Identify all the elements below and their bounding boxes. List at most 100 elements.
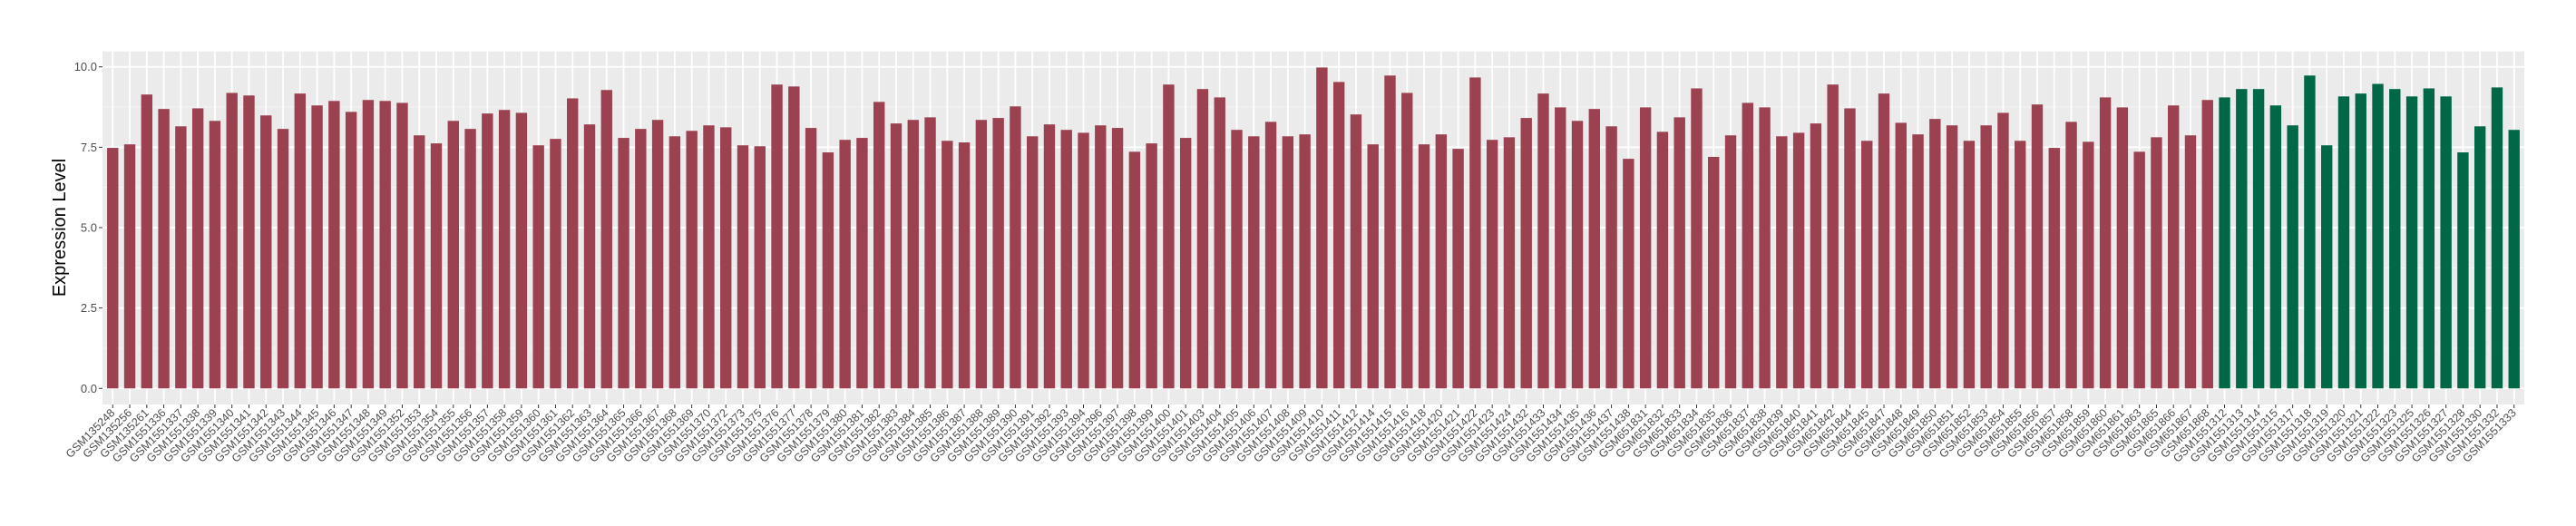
bar (414, 135, 425, 389)
y-tick-label: 5.0 (81, 220, 97, 234)
bar (379, 101, 391, 389)
bar (1980, 125, 1992, 389)
bar (1895, 122, 1907, 389)
x-axis: GSM135248GSM135256GSM135261GSM1551336GSM… (63, 404, 2519, 465)
bar (1537, 93, 1549, 389)
bar (1759, 107, 1771, 389)
y-tick-label: 7.5 (81, 141, 97, 154)
bar (992, 118, 1004, 389)
bar (822, 152, 834, 389)
bar (2491, 87, 2503, 389)
bar (856, 138, 868, 389)
bar (1060, 130, 1072, 389)
bar (2389, 89, 2401, 389)
bar (532, 145, 544, 389)
bar (1946, 125, 1958, 389)
bar (737, 145, 749, 389)
bar (226, 93, 238, 389)
bar (2201, 100, 2213, 389)
bar (362, 100, 375, 389)
bar (1810, 123, 1822, 389)
bar (1214, 97, 1225, 389)
bar (2252, 89, 2265, 389)
bar (1656, 132, 1669, 389)
bar (1878, 93, 1890, 389)
bar (754, 146, 766, 389)
bar (720, 127, 732, 389)
bar (583, 124, 596, 389)
bar (2219, 97, 2230, 389)
bar (958, 142, 971, 389)
bar (260, 115, 272, 389)
bar (1146, 143, 1157, 389)
bar (1384, 75, 1396, 389)
bar (1469, 77, 1481, 389)
bar (924, 117, 936, 389)
bar (1078, 132, 1089, 389)
bar (2457, 152, 2469, 389)
bar (1316, 67, 1328, 389)
bar (107, 148, 119, 389)
bar (890, 123, 903, 389)
bar (515, 112, 528, 389)
bar (839, 140, 851, 389)
bar (1026, 136, 1039, 389)
bar (788, 86, 800, 389)
bar (1520, 118, 1532, 389)
bar (1691, 88, 1703, 389)
bar (635, 129, 647, 389)
bar (975, 120, 988, 389)
bar (1282, 136, 1294, 389)
bar (2236, 89, 2248, 389)
bar (2440, 96, 2452, 389)
bar (1963, 141, 1976, 389)
bar (123, 144, 136, 389)
bar (464, 129, 476, 389)
y-tick-label: 10.0 (74, 60, 97, 73)
bar (396, 102, 408, 389)
bar (1010, 106, 1021, 389)
bar (1912, 134, 1924, 389)
bar (703, 125, 715, 389)
bar (158, 109, 170, 389)
bar (243, 95, 255, 389)
bar (1639, 107, 1652, 389)
bar (311, 105, 323, 389)
bar (1742, 102, 1753, 389)
bar (1435, 134, 1448, 389)
bar (498, 110, 511, 389)
bar (1708, 156, 1720, 389)
bar (2031, 104, 2044, 389)
bar (1776, 136, 1788, 389)
bar (550, 139, 561, 389)
bar (2508, 130, 2520, 389)
bar (1588, 109, 1601, 389)
bar (1043, 124, 1056, 389)
bar (1111, 128, 1124, 389)
bar (668, 136, 681, 389)
bar (2320, 145, 2333, 389)
bar (942, 141, 953, 389)
bar (1367, 144, 1379, 389)
bar (2048, 148, 2060, 389)
bar (2099, 97, 2112, 389)
bar (1179, 138, 1192, 389)
bar (686, 131, 698, 389)
bar (1724, 135, 1737, 389)
bar (1299, 134, 1311, 389)
bar (2287, 125, 2298, 389)
bar (141, 94, 153, 389)
bar (618, 138, 629, 389)
y-tick-label: 0.0 (81, 382, 97, 395)
bar (2083, 141, 2094, 389)
bar (1418, 144, 1430, 389)
y-axis-title: Expression Level (50, 159, 70, 297)
bar (2474, 126, 2486, 389)
bar (1095, 125, 1107, 389)
bar (2304, 75, 2316, 389)
bar (430, 143, 443, 389)
bar (482, 113, 493, 389)
y-axis: 0.0 2.5 5.0 7.5 10.0 (74, 60, 102, 395)
bar (1248, 136, 1260, 389)
